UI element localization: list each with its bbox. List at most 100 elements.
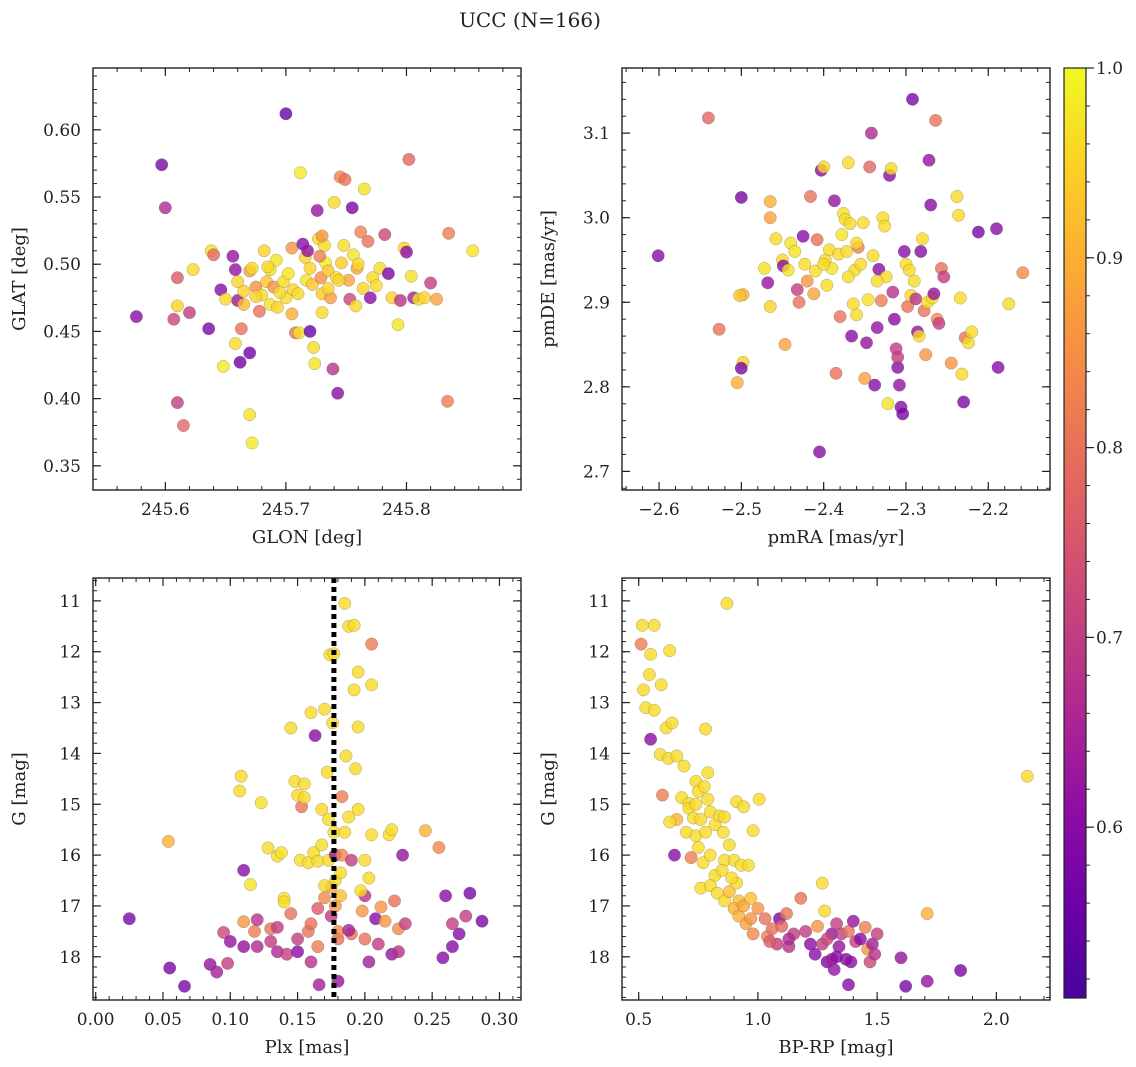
data-point — [304, 917, 318, 931]
data-point — [269, 253, 283, 267]
data-point — [874, 294, 888, 307]
data-point — [183, 306, 196, 319]
data-point — [701, 792, 715, 806]
x-tick-label: 245.7 — [262, 500, 311, 520]
data-point — [769, 232, 783, 246]
data-point — [445, 917, 459, 931]
y-tick-label: 15 — [588, 795, 610, 815]
data-point — [297, 777, 311, 791]
data-point — [237, 915, 251, 929]
x-tick-label: −2.4 — [803, 500, 844, 520]
data-point — [441, 394, 454, 408]
data-point — [1020, 769, 1034, 783]
data-point — [326, 362, 340, 376]
data-point — [820, 932, 834, 946]
data-point — [237, 298, 251, 311]
data-point — [656, 788, 669, 802]
data-point — [858, 371, 872, 385]
data-point — [245, 436, 259, 450]
data-point — [796, 229, 810, 243]
x-tick-label: 1.0 — [744, 1010, 771, 1030]
data-point — [782, 932, 796, 946]
data-point — [264, 935, 278, 948]
colorbar-tick-label: 1.0 — [1096, 59, 1123, 79]
data-point — [351, 665, 365, 679]
data-point — [734, 361, 748, 375]
data-point — [398, 917, 412, 931]
data-point — [906, 92, 919, 106]
data-point — [716, 825, 730, 839]
y-tick-label: 0.40 — [43, 390, 81, 410]
data-point — [311, 902, 325, 915]
data-point — [248, 925, 261, 938]
data-point — [315, 306, 329, 319]
y-tick-label: 0.60 — [43, 121, 81, 141]
data-point — [321, 281, 335, 295]
data-point — [804, 190, 817, 203]
data-point — [1016, 266, 1030, 280]
data-point — [270, 920, 284, 934]
data-point — [374, 900, 388, 914]
data-point — [237, 863, 251, 877]
x-tick-label: 0.05 — [144, 1010, 182, 1030]
x-tick-label: −2.2 — [968, 500, 1009, 520]
data-point — [860, 336, 873, 350]
data-point — [866, 249, 880, 263]
data-point — [896, 407, 910, 421]
x-tick-label: 0.25 — [413, 1010, 451, 1030]
data-point — [280, 947, 294, 961]
data-point — [331, 386, 345, 400]
data-point — [226, 249, 240, 263]
data-point — [854, 932, 867, 946]
data-point — [228, 337, 242, 350]
y-axis-label: pmDE [mas/yr] — [538, 210, 559, 348]
plot-frame — [621, 577, 1051, 1001]
data-point — [369, 279, 383, 293]
data-point — [668, 848, 681, 862]
data-point — [725, 871, 739, 885]
data-point — [775, 919, 789, 933]
data-point — [828, 194, 841, 208]
data-point — [363, 291, 377, 305]
data-point — [899, 979, 913, 993]
data-point — [813, 445, 826, 459]
data-point — [833, 310, 847, 323]
data-point — [354, 884, 368, 898]
data-point — [922, 153, 936, 167]
x-tick-label: 1.5 — [864, 1010, 891, 1030]
x-tick-label: 0.20 — [346, 1010, 384, 1030]
data-point — [237, 284, 251, 298]
data-point — [634, 637, 648, 651]
data-point — [418, 291, 431, 305]
data-point — [233, 355, 247, 369]
data-point — [303, 324, 317, 338]
data-point — [424, 276, 437, 290]
data-point — [261, 841, 275, 855]
data-point — [778, 338, 792, 351]
data-point — [699, 722, 712, 736]
data-point — [912, 329, 926, 343]
points-bl — [122, 597, 489, 993]
data-point — [744, 891, 758, 905]
data-point — [432, 841, 446, 854]
data-point — [800, 274, 814, 288]
data-point — [953, 291, 967, 305]
data-point — [637, 683, 650, 697]
data-point — [734, 190, 748, 204]
data-point — [927, 287, 941, 301]
y-tick-label: 15 — [59, 795, 81, 815]
data-point — [338, 597, 352, 610]
data-point — [439, 889, 452, 903]
data-point — [647, 618, 661, 632]
data-point — [886, 285, 900, 299]
data-point — [846, 914, 860, 928]
data-point — [332, 273, 346, 287]
data-point — [186, 263, 200, 276]
panel-tr: −2.6 −2.5 −2.4 −2.3 −2.2 2.7 2.8 2.9 3.0 3.1 pmRA … — [538, 67, 1051, 548]
data-point — [881, 397, 895, 411]
data-point — [840, 245, 854, 258]
data-point — [654, 678, 668, 692]
data-point — [274, 846, 288, 859]
data-point — [694, 813, 708, 826]
x-tick-label: 0.30 — [481, 1010, 519, 1030]
